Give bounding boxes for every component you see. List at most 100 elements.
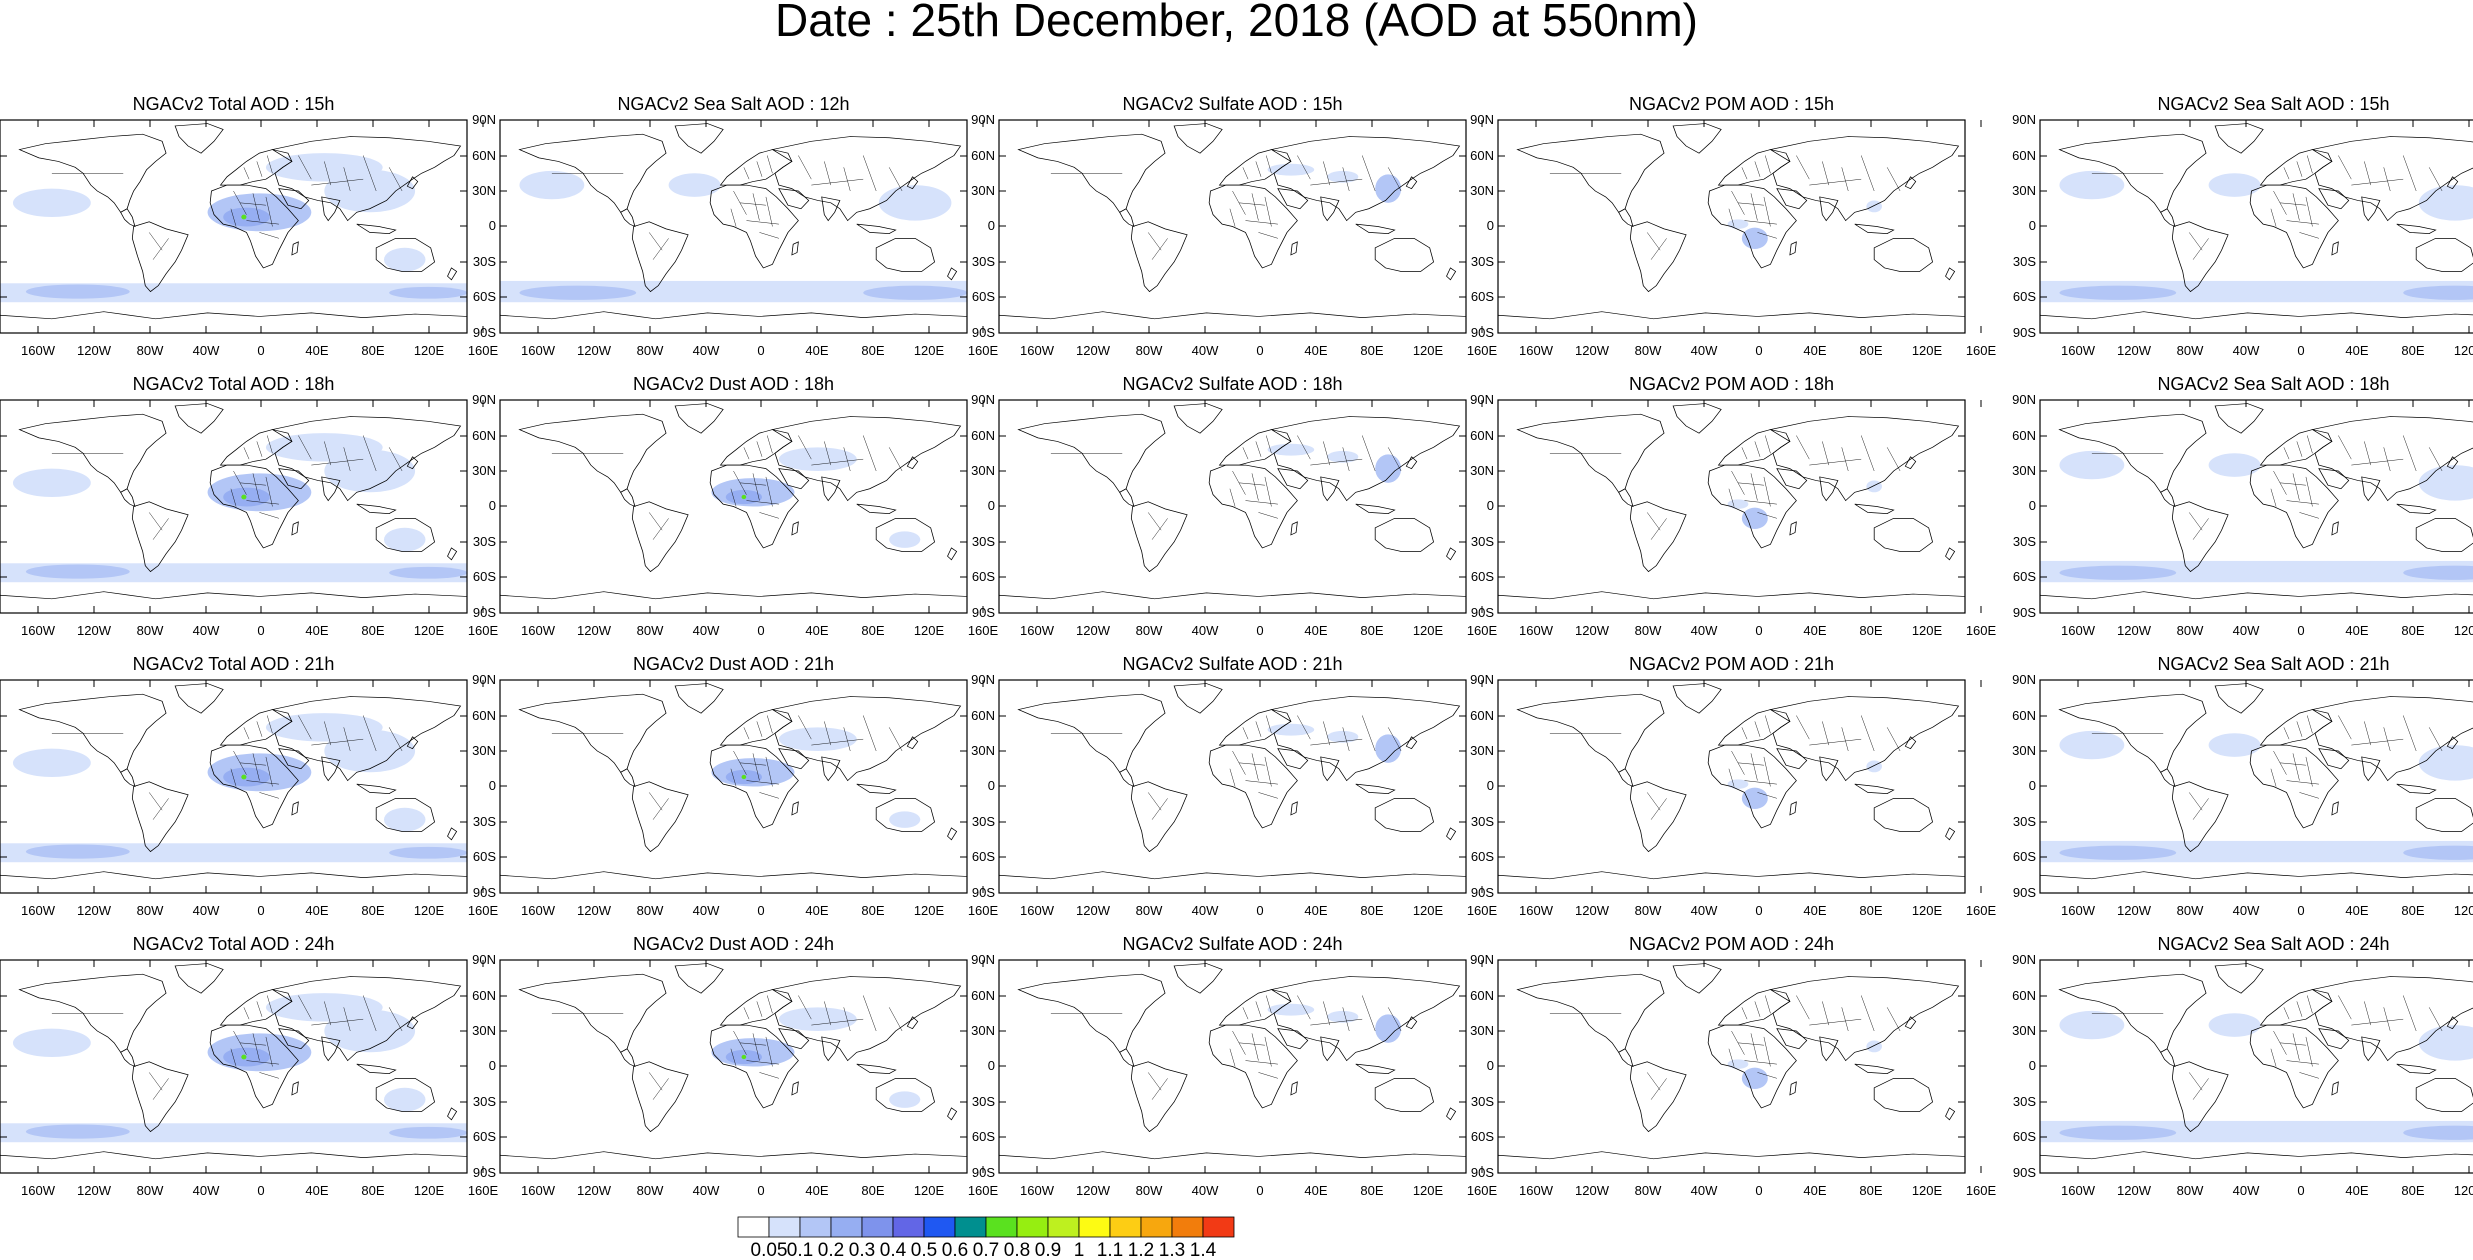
lat-tick-label: 0 — [1487, 1058, 1494, 1073]
lat-tick-label: 60N — [472, 708, 496, 723]
panel-title: NGACv2 POM AOD : 21h — [1629, 654, 1834, 674]
lon-tick-label: 80W — [137, 343, 164, 358]
lon-tick-label: 40E — [305, 1183, 328, 1198]
lat-tick-label: 60N — [971, 988, 995, 1003]
lon-tick-label: 160W — [21, 1183, 56, 1198]
lon-tick-label: 80E — [1859, 1183, 1882, 1198]
aerosol-field — [2040, 450, 2473, 583]
lon-tick-label: 0 — [1755, 903, 1762, 918]
lon-tick-label: 40E — [1304, 343, 1327, 358]
lon-tick-label: 40E — [2345, 1183, 2368, 1198]
lat-tick-label: 30N — [971, 743, 995, 758]
country-borders — [2091, 714, 2443, 821]
map-panel-ngacv2-sea-salt-aod-15h: NGACv2 Sea Salt AOD : 15h 90N 60N 30N 0 30S 60… — [2012, 94, 2473, 358]
lon-tick-label: 160E — [1966, 343, 1997, 358]
lon-tick-label: 40E — [305, 903, 328, 918]
map-field — [999, 122, 1467, 334]
lon-tick-label: 160E — [1467, 903, 1498, 918]
lon-tick-label: 80W — [2177, 623, 2204, 638]
panel-title: NGACv2 POM AOD : 24h — [1629, 934, 1834, 954]
lon-tick-label: 80E — [861, 343, 884, 358]
panel-title: NGACv2 Sulfate AOD : 21h — [1122, 654, 1342, 674]
colorbar-swatch — [737, 1216, 770, 1238]
map-field — [500, 122, 968, 334]
lon-tick-label: 0 — [2297, 1183, 2304, 1198]
lat-tick-label: 90S — [972, 325, 995, 340]
colorbar-swatch — [861, 1216, 894, 1238]
lon-tick-label: 80E — [361, 1183, 384, 1198]
lat-tick-label: 60S — [1471, 1129, 1494, 1144]
lat-tick-label: 30S — [1471, 534, 1494, 549]
colorbar-swatch — [1140, 1216, 1173, 1238]
lat-tick-label: 0 — [2029, 778, 2036, 793]
lon-tick-label: 120E — [914, 1183, 945, 1198]
lat-tick-label: 60S — [2013, 849, 2036, 864]
country-borders — [2091, 994, 2443, 1101]
map-field — [1498, 122, 1966, 334]
map-field — [2040, 682, 2473, 894]
lat-tick-label: 60S — [2013, 289, 2036, 304]
lat-tick-label: 90S — [1471, 885, 1494, 900]
lon-tick-label: 120E — [2454, 623, 2473, 638]
map-field — [0, 682, 468, 894]
lon-tick-label: 160W — [1519, 623, 1554, 638]
lat-tick-label: 90S — [2013, 325, 2036, 340]
lat-tick-label: 90N — [2012, 392, 2036, 407]
colorbar-swatch — [954, 1216, 987, 1238]
map-panel-ngacv2-sulfate-aod-21h: NGACv2 Sulfate AOD : 21h 90N 60N 30N 0 30S 60S… — [971, 654, 1497, 918]
panel-title: NGACv2 Dust AOD : 21h — [633, 654, 834, 674]
lat-tick-label: 0 — [988, 498, 995, 513]
lon-tick-label: 0 — [2297, 623, 2304, 638]
lon-tick-label: 80W — [1136, 1183, 1163, 1198]
lat-tick-label: 90S — [1471, 605, 1494, 620]
lon-tick-label: 80W — [1635, 343, 1662, 358]
figure-title: Date : 25th December, 2018 (AOD at 550nm… — [774, 0, 1699, 46]
lat-tick-label: 90N — [472, 392, 496, 407]
country-borders — [1050, 994, 1402, 1101]
aerosol-field — [711, 447, 921, 548]
lon-tick-label: 0 — [1256, 343, 1263, 358]
lon-tick-label: 160W — [21, 903, 56, 918]
lon-tick-label: 80W — [1635, 623, 1662, 638]
panel-title: NGACv2 Sulfate AOD : 15h — [1122, 94, 1342, 114]
lon-tick-label: 160W — [1519, 903, 1554, 918]
lon-tick-label: 160E — [968, 1183, 999, 1198]
lon-tick-label: 80E — [1859, 903, 1882, 918]
map-panel-ngacv2-sea-salt-aod-21h: NGACv2 Sea Salt AOD : 21h 90N 60N 30N 0 30S 60… — [2012, 654, 2473, 918]
lon-tick-label: 80E — [1360, 1183, 1383, 1198]
lat-tick-label: 60N — [971, 148, 995, 163]
aerosol-field — [0, 713, 467, 863]
lon-tick-label: 160W — [521, 903, 556, 918]
map-field — [2040, 122, 2473, 334]
country-borders — [2091, 434, 2443, 541]
lat-tick-label: 90S — [2013, 1165, 2036, 1180]
lat-tick-label: 30N — [971, 463, 995, 478]
lon-tick-label: 40E — [305, 343, 328, 358]
aerosol-field — [2040, 1010, 2473, 1143]
lon-tick-label: 0 — [1256, 903, 1263, 918]
lat-tick-label: 60N — [2012, 708, 2036, 723]
lon-tick-label: 0 — [1755, 343, 1762, 358]
lon-tick-label: 80E — [2401, 343, 2424, 358]
aerosol-field — [2040, 170, 2473, 303]
lon-tick-label: 160E — [968, 623, 999, 638]
lon-tick-label: 0 — [2297, 343, 2304, 358]
lat-tick-label: 60S — [473, 849, 496, 864]
lon-tick-label: 160W — [1020, 343, 1055, 358]
colorbar-label: 1.2 — [1128, 1240, 1154, 1260]
lat-tick-label: 60S — [972, 1129, 995, 1144]
lat-tick-label: 60N — [2012, 148, 2036, 163]
lon-tick-label: 120W — [77, 343, 112, 358]
lon-tick-label: 120E — [2454, 343, 2473, 358]
lat-tick-label: 30S — [473, 534, 496, 549]
lon-tick-label: 120E — [1912, 1183, 1943, 1198]
lat-tick-label: 0 — [988, 778, 995, 793]
country-borders — [1549, 434, 1901, 541]
lon-tick-label: 160W — [2061, 623, 2096, 638]
lat-tick-label: 30S — [473, 814, 496, 829]
lat-tick-label: 60S — [972, 569, 995, 584]
lon-tick-label: 120W — [77, 1183, 112, 1198]
map-field — [500, 682, 968, 894]
lon-tick-label: 40W — [1192, 623, 1219, 638]
